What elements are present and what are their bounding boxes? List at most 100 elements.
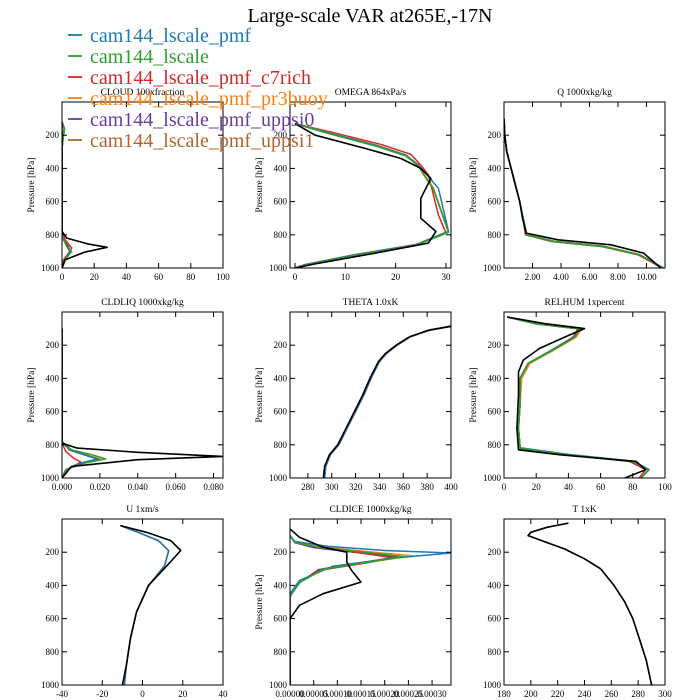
x-tick-label: 0.080 [203,482,224,492]
series-group [507,316,650,478]
y-tick-label: 800 [488,647,502,657]
x-tick-label: 40 [564,482,574,492]
x-tick-label: 4.00 [553,272,569,282]
series-line-1 [323,325,451,478]
series-line-5 [294,122,450,268]
series-line-3 [507,316,647,478]
y-tick-label: 600 [46,407,60,417]
figure-title: Large-scale VAR at265E,-17N [248,5,493,27]
legend-item-6: cam144_lscale_pmf_uppsi1 [68,130,314,152]
y-tick-label: 600 [488,197,502,207]
y-tick-label: 1000 [41,473,60,483]
plot-frame [503,518,666,686]
y-axis-label: Pressure [hPa] [27,367,37,422]
y-tick-label: 200 [488,340,502,350]
series-line-5 [290,535,451,685]
y-tick-label: 1000 [483,473,502,483]
legend-label: cam144_lscale_pmf [90,25,251,47]
x-tick-label: 0 [140,689,145,699]
plot-frame [61,101,224,269]
panel-title: THETA 1.0xK [343,298,399,308]
x-tick-label: 0.040 [128,482,149,492]
series-line-7 [290,528,362,685]
x-tick-label: 400 [444,482,458,492]
y-tick-label: 400 [488,373,502,383]
x-tick-label: 0.060 [166,482,187,492]
y-tick-label: 200 [488,130,502,140]
y-tick-label: 400 [46,163,60,173]
series-line-2 [323,325,451,478]
y-tick-label: 800 [46,230,60,240]
y-axis-label: Pressure [hPa] [27,157,37,212]
chart-panel-7: 200 400 600 800 1000-40 -20 0 20 40 U 1xm/s [41,505,228,699]
x-tick-label: 340 [373,482,387,492]
y-tick-label: 800 [274,440,288,450]
x-tick-label: 260 [605,689,619,699]
series-group [504,118,664,268]
series-line-5 [507,316,650,478]
series-line-1 [290,535,400,685]
x-tick-label: 0.00005 [299,689,329,699]
series-line-2 [527,522,653,685]
y-tick-label: 200 [46,340,60,350]
legend-label: cam144_lscale_pmf_pr3buoy [90,88,328,110]
y-tick-label: 400 [46,580,60,590]
x-tick-label: 100 [216,272,230,282]
legend-item-5: cam144_lscale_pmf_uppsi0 [68,109,314,131]
series-group [322,325,451,478]
legend-label: cam144_lscale_pmf_uppsi0 [90,109,314,131]
x-tick-label: 300 [325,482,339,492]
x-tick-label: 2.00 [525,272,541,282]
series-line-2 [504,118,664,268]
series-line-7 [504,118,662,268]
series-group [62,328,223,478]
series-line-2 [507,316,650,478]
x-tick-label: 40 [122,272,132,282]
legend-label: cam144_lscale_pmf_uppsi1 [90,130,314,152]
series-group [527,522,653,685]
y-tick-label: 800 [488,230,502,240]
series-line-6 [290,535,405,685]
x-tick-label: -20 [96,689,108,699]
y-tick-label: 400 [274,580,288,590]
panel-title: RELHUM 1xpercent [545,298,625,308]
y-tick-label: 1000 [269,263,288,273]
y-tick-label: 600 [274,407,288,417]
x-tick-label: 60 [596,482,606,492]
x-tick-label: 0.00020 [370,689,400,699]
panel-title: CLDLIQ 1000xkg/kg [101,298,184,308]
x-tick-label: 0 [60,272,65,282]
series-line-7 [62,121,108,268]
y-tick-label: 600 [274,614,288,624]
x-tick-label: 10.00 [636,272,657,282]
series-line-3 [62,328,82,478]
panel-title: CLOUD 100xfraction [101,87,185,98]
x-tick-label: 80 [628,482,638,492]
legend: cam144_lscale_pmfcam144_lscalecam144_lsc… [68,25,328,152]
x-tick-label: 0.00010 [323,689,353,699]
y-tick-label: 400 [46,373,60,383]
x-tick-label: 200 [524,689,538,699]
x-tick-label: 0 [293,272,298,282]
series-line-4 [504,118,664,268]
chart-panel-3: 200 400 600 800 1000 2.00 4.00 6.00 8.00 10.00 Q 1… [469,88,666,282]
y-tick-label: 400 [488,580,502,590]
y-tick-label: 1000 [269,680,288,690]
series-line-2 [290,535,398,685]
x-tick-label: 320 [349,482,363,492]
series-line-6 [507,316,650,478]
y-tick-label: 200 [274,547,288,557]
y-tick-label: 1000 [483,680,502,690]
plot-frame [289,518,452,686]
panel-title: U 1xm/s [126,505,159,515]
y-axis-label: Pressure [hPa] [255,574,265,629]
y-tick-label: 1000 [41,263,60,273]
panel-title: OMEGA 864xPa/s [335,88,407,98]
x-tick-label: 240 [578,689,592,699]
x-tick-label: 40 [219,689,229,699]
y-tick-label: 400 [488,163,502,173]
chart-panel-8: 20040060080010000.000000.000050.000100.0… [255,505,452,699]
